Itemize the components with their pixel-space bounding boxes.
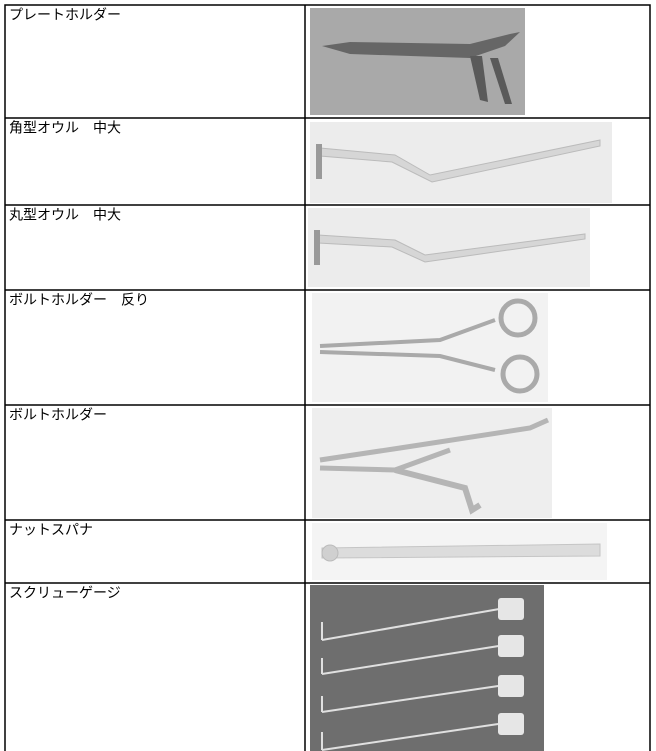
photo-bolt-holder (312, 408, 552, 518)
photo-screw-gauge (310, 585, 544, 751)
row-label: ボルトホルダー 反り (9, 293, 149, 309)
row-label: ナットスパナ (9, 523, 93, 539)
photo-bolt-holder-curved (312, 293, 548, 402)
row-label: スクリューゲージ (9, 586, 121, 602)
row-label: ボルトホルダー (9, 408, 107, 424)
photo-round-awl (308, 208, 590, 287)
row-label: プレートホルダー (9, 8, 121, 24)
photo-square-awl (310, 122, 612, 203)
photo-nut-spanner (312, 523, 607, 580)
row-label: 角型オウル 中大 (9, 121, 121, 137)
table-grid (4, 4, 651, 751)
row-label: 丸型オウル 中大 (9, 208, 121, 224)
photo-plate-holder (310, 8, 525, 115)
table-border (4, 4, 651, 751)
